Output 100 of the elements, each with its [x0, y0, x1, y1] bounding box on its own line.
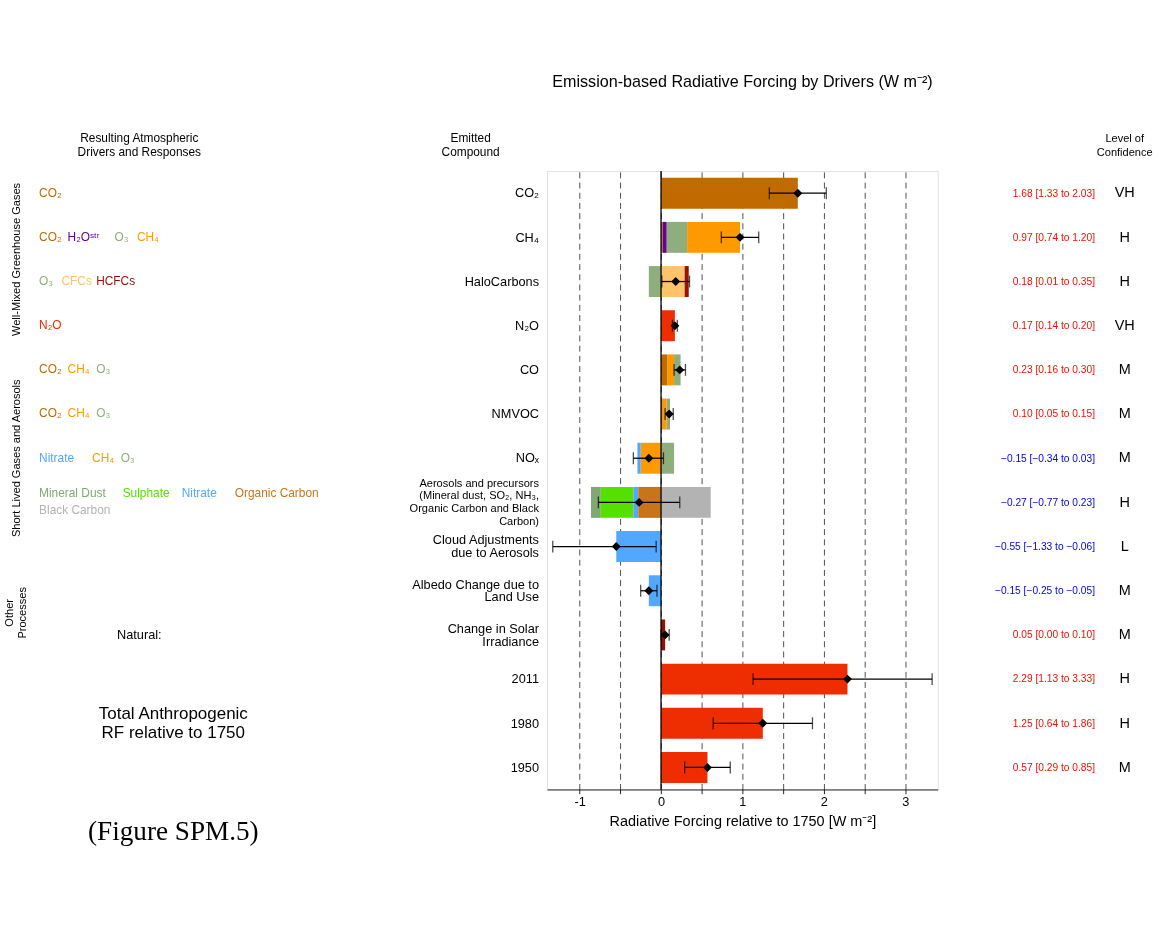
bar [633, 486, 639, 518]
text: M [1118, 626, 1131, 643]
data-label: 0.18 [0.01 to 0.35] [1012, 275, 1096, 287]
x-tick-label: 0 [657, 794, 666, 810]
text: M [1118, 405, 1131, 422]
y-tick-label: 2011 [511, 671, 539, 687]
point [843, 674, 852, 684]
data-label: −0.55 [−1.33 to −0.06] [995, 540, 1096, 552]
text: Resulting Atmospheric Drivers and Responses [77, 130, 202, 160]
bar [661, 707, 763, 739]
text: CH₄ [136, 229, 160, 244]
text: O₃ [96, 362, 111, 377]
text: CO₂ [39, 185, 62, 200]
text: Emitted Compound [441, 130, 500, 160]
data-label: 0.17 [0.14 to 0.20] [1012, 320, 1096, 332]
text: CH₄ [67, 362, 90, 377]
data-label: 0.97 [0.74 to 1.20] [1012, 231, 1096, 243]
text: Organic Carbon [234, 486, 319, 501]
text: Sulphate [122, 486, 170, 501]
y-tick-label: Aerosols and precursors (Mineral dust, SO₂, NH₃, Organic Carbon and Black Carbon) [409, 476, 540, 527]
text: CH₄ [92, 450, 115, 465]
text: H [1119, 272, 1130, 289]
data-label: −0.27 [−0.77 to 0.23] [1000, 496, 1096, 508]
y-tick-label: Albedo Change due to Land Use [412, 576, 539, 605]
y-tick-label: Change in Solar Irradiance [447, 620, 540, 649]
text: HCFCs [96, 273, 136, 288]
x-tick-label: -1 [574, 794, 586, 810]
text: M [1118, 581, 1131, 598]
text: Nitrate [39, 450, 75, 465]
point [644, 586, 654, 596]
text: H₂Oˢᵗʳ [67, 229, 100, 244]
text: VH [1114, 184, 1135, 201]
y-tick-label: CH₄ [515, 229, 539, 245]
text: Other Processes [2, 586, 29, 639]
text: N₂O [39, 318, 62, 333]
text: O₃ [120, 450, 135, 465]
data-label: −0.15 [−0.34 to 0.03] [1000, 452, 1096, 464]
text: Nitrate [181, 486, 218, 501]
x-axis-title: Radiative Forcing relative to 1750 [W m⁻²] [609, 813, 877, 830]
data-label: 0.05 [0.00 to 0.10] [1012, 629, 1096, 641]
text: O₃ [39, 273, 54, 288]
point [611, 542, 621, 552]
bar [684, 266, 689, 297]
point [634, 497, 644, 507]
point [702, 762, 712, 772]
point [735, 232, 745, 242]
text: CO₂ [39, 362, 62, 377]
text: M [1118, 361, 1131, 378]
text: CFCs [61, 273, 92, 288]
y-tick-label: 1950 [510, 759, 539, 775]
text: O₃ [96, 406, 111, 421]
bar [637, 442, 641, 474]
text: M [1118, 449, 1131, 466]
text: Natural: [117, 627, 162, 643]
text: M [1118, 758, 1131, 775]
y-tick-label: NOₓ [515, 450, 540, 466]
y-tick-label: CO [519, 362, 540, 378]
bar [661, 486, 711, 518]
x-tick-label: 3 [902, 794, 910, 810]
data-label: 2.29 [1.13 to 3.33] [1012, 673, 1096, 685]
data-label: 0.10 [0.05 to 0.15] [1012, 408, 1096, 420]
text: O₃ [114, 229, 129, 244]
text: H [1119, 228, 1130, 245]
x-tick-label: 1 [739, 794, 747, 810]
text: Mineral Dust [39, 486, 107, 501]
bar [661, 663, 848, 695]
text: Well-Mixed Greenhouse Gases [9, 182, 22, 336]
y-tick-label: Cloud Adjustments due to Aerosols [432, 532, 539, 561]
bar [648, 266, 662, 297]
x-tick-label: 2 [820, 794, 828, 810]
bar [666, 221, 688, 253]
text: Level of Confidence [1096, 132, 1153, 158]
text: L [1120, 537, 1129, 554]
y-tick-label: 1980 [510, 715, 539, 731]
y-tick-label: NMVOC [491, 406, 539, 422]
data-label: 1.68 [1.33 to 2.03] [1012, 187, 1096, 199]
bar [662, 221, 667, 253]
data-label: 0.23 [0.16 to 0.30] [1012, 364, 1096, 376]
y-tick-label: N₂O [514, 317, 540, 333]
bar [661, 751, 708, 783]
text: CO₂ [39, 406, 62, 421]
text: CO₂ [39, 229, 62, 244]
point [758, 718, 768, 728]
text: Total Anthropogenic RF relative to 1750 [98, 703, 249, 743]
data-label: −0.15 [−0.25 to −0.05] [995, 585, 1096, 597]
text: (Figure SPM.5) [87, 816, 259, 847]
point [793, 188, 803, 198]
bar [591, 486, 601, 518]
y-tick-label: HaloCarbons [464, 273, 539, 289]
y-tick-label: CO₂ [514, 185, 540, 201]
text: VH [1114, 316, 1135, 333]
text: H [1119, 714, 1130, 731]
bar [661, 177, 798, 209]
text: Short Lived Gases and Aerosols [9, 378, 22, 538]
bar [616, 531, 662, 563]
text: H [1119, 493, 1130, 510]
text: H [1119, 670, 1130, 687]
data-label: 0.57 [0.29 to 0.85] [1012, 761, 1096, 773]
chart-title: Emission-based Radiative Forcing by Drivers (W m⁻²) [552, 71, 933, 90]
bar [600, 486, 634, 518]
